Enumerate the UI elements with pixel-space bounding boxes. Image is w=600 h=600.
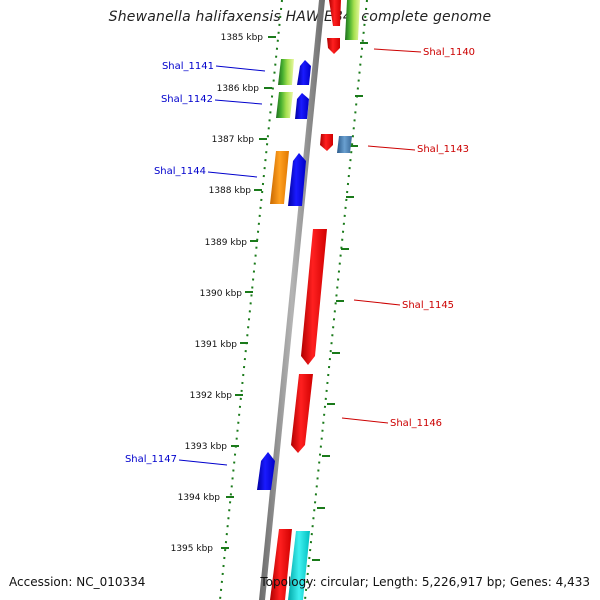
accession-text: Accession: NC_010334 [9, 575, 146, 589]
gene-arrow-shal-1143[interactable] [320, 134, 333, 151]
gene-label[interactable]: Shal_1145 [402, 300, 454, 311]
tick-label: 1390 kbp [200, 289, 243, 299]
feature-block-shal-1143 [337, 136, 352, 153]
tick-label: 1392 kbp [190, 391, 233, 401]
tick-label: 1385 kbp [221, 33, 264, 43]
tick-1389: 1389 kbp [205, 238, 349, 250]
feature-block-top-right [345, 0, 360, 40]
gene-label[interactable]: Shal_1143 [417, 144, 469, 155]
feature-block-bottom-cyan [288, 531, 310, 600]
label-shal-1140[interactable]: Shal_1140 [373, 47, 475, 58]
tick-1388: 1388 kbp [209, 186, 354, 198]
tick-1386: 1386 kbp [217, 84, 363, 97]
tick-1392: 1392 kbp [190, 391, 335, 405]
label-shal-1146[interactable]: Shal_1146 [341, 417, 442, 429]
gene-arrow-shal-1142[interactable] [295, 93, 309, 119]
gene-label[interactable]: Shal_1142 [161, 94, 213, 105]
gene-arrow-bottom-red [270, 529, 292, 600]
tick-label: 1391 kbp [195, 340, 238, 350]
label-shal-1145[interactable]: Shal_1145 [353, 299, 454, 311]
gene-arrow-shal-1141[interactable] [297, 60, 311, 85]
tick-label: 1393 kbp [185, 442, 228, 452]
genome-summary-text: Topology: circular; Length: 5,226,917 bp… [260, 575, 590, 589]
gene-label[interactable]: Shal_1144 [154, 166, 206, 177]
gene-arrow-shal-1146[interactable] [291, 374, 313, 453]
tick-1387: 1387 kbp [212, 135, 358, 147]
gene-label[interactable]: Shal_1147 [125, 454, 177, 465]
gene-arrow-shal-1147[interactable] [257, 452, 275, 490]
feature-block-shal-1141 [278, 59, 294, 85]
tick-1393: 1393 kbp [185, 442, 330, 457]
gene-arrow-shal-1145[interactable] [301, 229, 327, 365]
tick-label: 1394 kbp [178, 493, 221, 503]
tick-label: 1389 kbp [205, 238, 248, 248]
feature-block-shal-1144 [270, 151, 289, 204]
gene-label[interactable]: Shal_1146 [390, 418, 442, 429]
gene-label[interactable]: Shal_1140 [423, 47, 475, 58]
tick-1390: 1390 kbp [200, 289, 344, 302]
map-title: Shewanella halifaxensis HAW-EB4, complet… [108, 9, 492, 25]
tick-label: 1387 kbp [212, 135, 255, 145]
label-shal-1143[interactable]: Shal_1143 [367, 144, 469, 155]
tick-label: 1395 kbp [171, 544, 214, 554]
label-shal-1147[interactable]: Shal_1147 [125, 454, 228, 466]
gene-label[interactable]: Shal_1141 [162, 61, 214, 72]
tick-label: 1386 kbp [217, 84, 260, 94]
tick-1395: 1395 kbp [171, 544, 320, 561]
tick-1394: 1394 kbp [178, 493, 325, 509]
gene-arrow-shal-1144[interactable] [288, 153, 306, 206]
sequence-axis [259, 0, 325, 600]
gene-arrow-shal-1140-b[interactable] [327, 38, 340, 54]
gene-arrow-shal-1140[interactable] [329, 0, 341, 26]
tick-1385: 1385 kbp [221, 33, 368, 44]
label-shal-1141[interactable]: Shal_1141 [162, 61, 266, 72]
tick-1391: 1391 kbp [195, 340, 340, 354]
label-shal-1144[interactable]: Shal_1144 [154, 166, 258, 178]
tick-label: 1388 kbp [209, 186, 252, 196]
label-shal-1142[interactable]: Shal_1142 [161, 94, 263, 105]
feature-block-shal-1142 [276, 92, 293, 118]
